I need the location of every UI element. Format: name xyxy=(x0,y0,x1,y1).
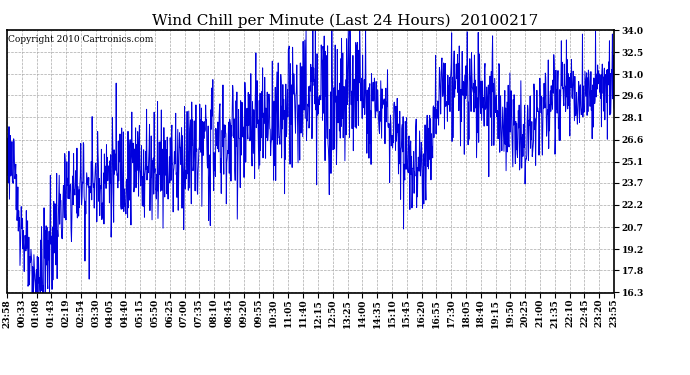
Text: Copyright 2010 Cartronics.com: Copyright 2010 Cartronics.com xyxy=(8,35,153,44)
Text: Wind Chill per Minute (Last 24 Hours)  20100217: Wind Chill per Minute (Last 24 Hours) 20… xyxy=(152,13,538,27)
